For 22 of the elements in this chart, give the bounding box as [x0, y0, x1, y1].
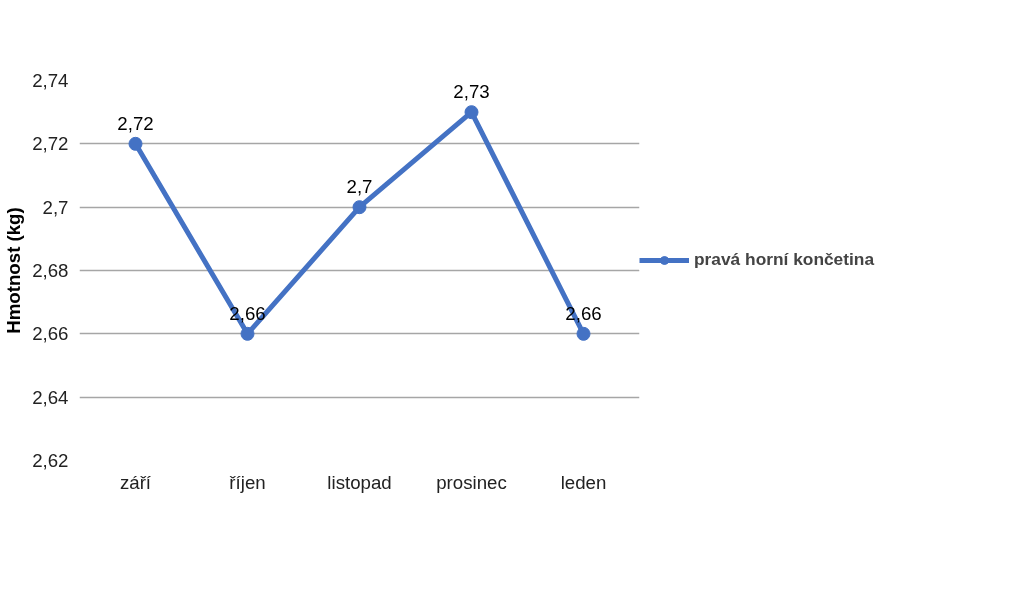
- point: [240, 326, 255, 341]
- point: [576, 326, 591, 341]
- data-label: 2,72: [117, 112, 154, 134]
- point: [128, 136, 143, 151]
- y-tick-label: 2,68: [32, 260, 69, 281]
- x-tick-label: září: [119, 471, 152, 493]
- y-tick-label: 2,74: [32, 70, 69, 91]
- point: [464, 105, 479, 120]
- x-tick-label: leden: [560, 471, 607, 493]
- data-label: 2,7: [346, 176, 373, 198]
- y-axis-title: Hmotnost (kg): [3, 207, 25, 334]
- data-label: 2,73: [453, 81, 490, 103]
- y-tick-label: 2,64: [32, 386, 69, 408]
- x-tick-label: prosinec: [436, 471, 507, 493]
- y-tick-label: 2,62: [32, 450, 69, 471]
- legend-label: pravá horní končetina: [694, 249, 875, 270]
- y-tick-label: 2,7: [42, 196, 69, 218]
- x-tick-label: listopad: [327, 471, 392, 493]
- y-tick-label: 2,66: [32, 323, 69, 345]
- y-tick-label: 2,72: [32, 133, 69, 155]
- point: [352, 200, 367, 215]
- x-tick-label: říjen: [229, 471, 266, 493]
